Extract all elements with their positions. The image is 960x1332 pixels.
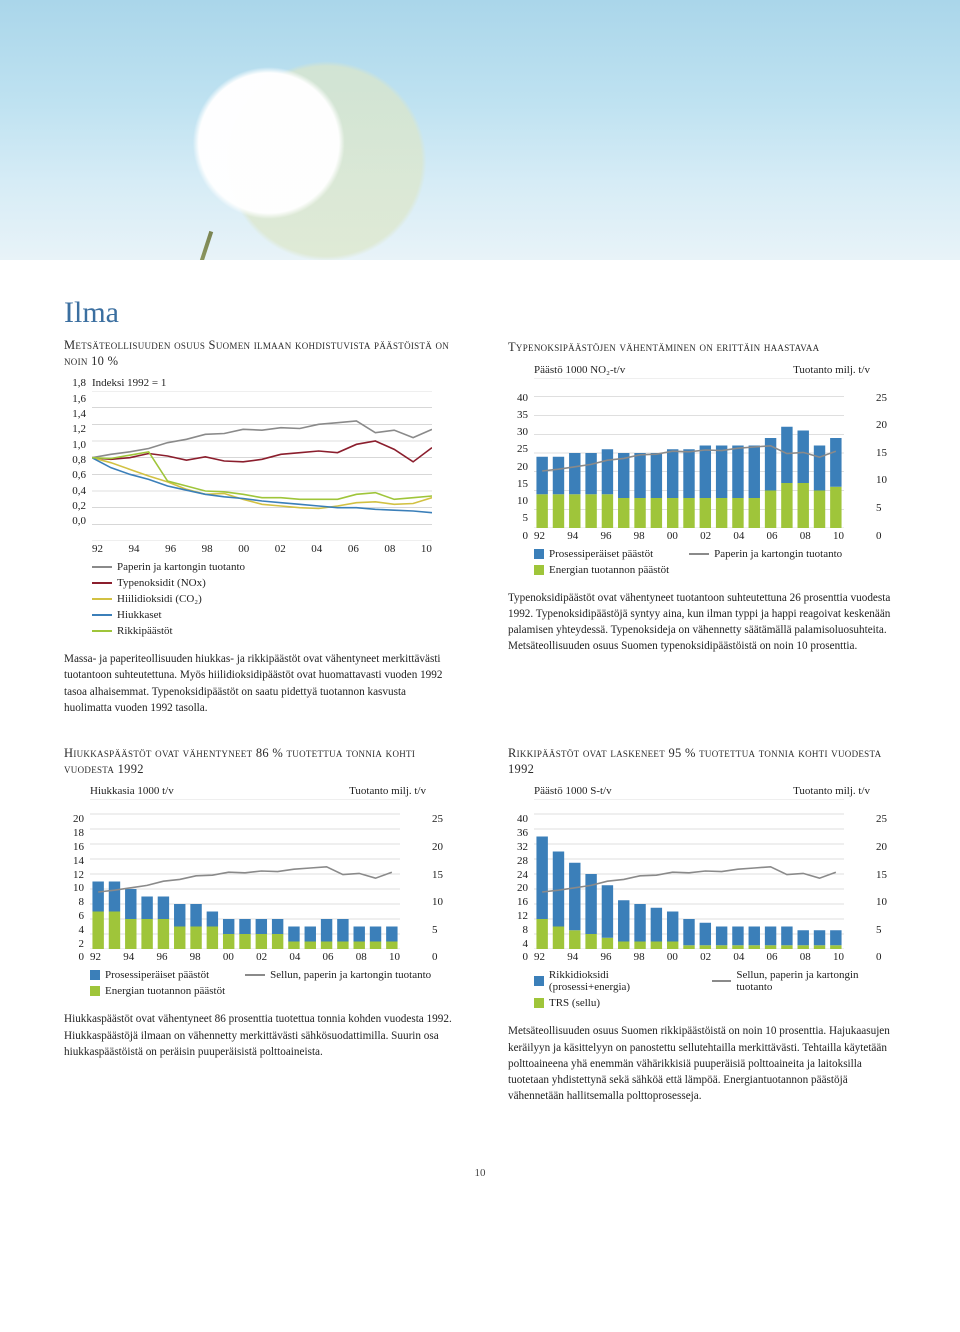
chart4-xticks: 92949698000204060810 — [534, 951, 844, 963]
chart4-svg — [534, 799, 844, 949]
chart3-yticks-right: 2520151050 — [432, 813, 452, 963]
chart3-body: Hiukkaspäästöt ovat vähentyneet 86 prose… — [64, 1011, 452, 1060]
row-2: Hiukkaspäästöt ovat vähentyneet 86 % tuo… — [64, 740, 896, 1104]
chart2-body: Typenoksidipäästöt ovat vähentyneet tuot… — [508, 590, 896, 655]
hero-stem — [191, 231, 213, 260]
chart3-xticks: 92949698000204060810 — [90, 951, 400, 963]
chart1-yticks: 1,81,61,41,21,00,80,60,40,20,0 — [64, 377, 86, 527]
chart4-title: Rikkipäästöt ovat laskeneet 95 % tuotett… — [508, 746, 896, 777]
hero-image — [0, 0, 960, 260]
chart1-subtitle: Indeksi 1992 = 1 — [92, 377, 452, 389]
chart3-right-label: Tuotanto milj. t/v — [349, 785, 426, 797]
chart2-xticks: 92949698000204060810 — [534, 530, 844, 542]
page-content: Ilma Metsäteollisuuden osuus Suomen ilma… — [0, 260, 960, 1213]
chart3-legend-left: Prosessiperäiset päästötEnergian tuotann… — [90, 969, 225, 997]
col-chart1: Ilma Metsäteollisuuden osuus Suomen ilma… — [64, 296, 452, 716]
chart4-yticks-right: 2520151050 — [876, 813, 896, 963]
col-chart3: Hiukkaspäästöt ovat vähentyneet 86 % tuo… — [64, 740, 452, 1104]
col-chart2: Typenoksipäästöjen vähentäminen on eritt… — [508, 296, 896, 716]
chart1-xticks: 92949698000204060810 — [92, 543, 432, 555]
chart2-legend-right: Paperin ja kartongin tuotanto — [689, 548, 842, 576]
col-chart4: Rikkipäästöt ovat laskeneet 95 % tuotett… — [508, 740, 896, 1104]
chart4-legend-left: Rikkidioksidi (prosessi+energia)TRS (sel… — [534, 969, 692, 1009]
chart3-title: Hiukkaspäästöt ovat vähentyneet 86 % tuo… — [64, 746, 452, 777]
chart3-yticks-left: 20181614121086420 — [64, 813, 84, 963]
chart2-title: Typenoksipäästöjen vähentäminen on eritt… — [508, 340, 896, 356]
chart3-svg — [90, 799, 400, 949]
chart4-body: Metsäteollisuuden osuus Suomen rikkipääs… — [508, 1023, 896, 1104]
chart1-body: Massa- ja paperiteollisuuden hiukkas- ja… — [64, 651, 452, 716]
chart2-yticks-right: 2520151050 — [876, 392, 896, 542]
chart2-legend-left: Prosessiperäiset päästötEnergian tuotann… — [534, 548, 669, 576]
chart1-legend: Paperin ja kartongin tuotantoTypenoksidi… — [92, 561, 452, 637]
chart1-svg — [92, 391, 432, 541]
chart4-left-label: Päästö 1000 S-t/v — [534, 785, 612, 797]
chart4-right-label: Tuotanto milj. t/v — [793, 785, 870, 797]
chart3-legend-right: Sellun, paperin ja kartongin tuotanto — [245, 969, 431, 997]
chart2-left-label: Päästö 1000 NO₂-t/v — [534, 364, 625, 376]
chart2-svg — [534, 378, 844, 528]
chart3-left-label: Hiukkasia 1000 t/v — [90, 785, 174, 797]
chart2-right-label: Tuotanto milj. t/v — [793, 364, 870, 376]
chart4-yticks-left: 4036322824201612840 — [508, 813, 528, 963]
chart2-yticks-left: 4035302520151050 — [508, 392, 528, 542]
row-1: Ilma Metsäteollisuuden osuus Suomen ilma… — [64, 296, 896, 716]
chart1-title: Metsäteollisuuden osuus Suomen ilmaan ko… — [64, 338, 452, 369]
chart4-legend-right: Sellun, paperin ja kartongin tuotanto — [712, 969, 896, 1009]
page-number: 10 — [64, 1125, 896, 1193]
page-title: Ilma — [64, 296, 452, 330]
